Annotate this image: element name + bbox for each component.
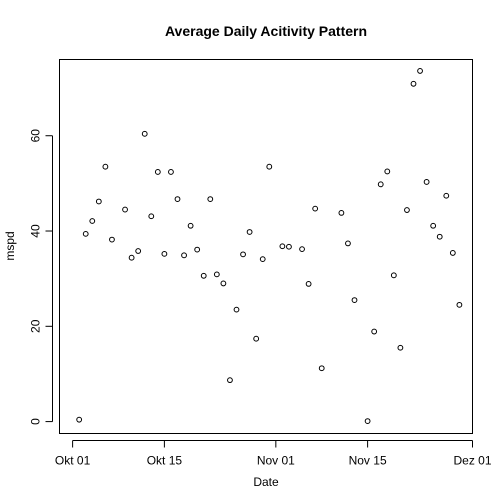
data-point [430, 222, 437, 229]
data-point [82, 230, 89, 237]
data-point [76, 416, 83, 423]
chart-title: Average Daily Acitivity Pattern [165, 23, 367, 39]
y-tick-label: 0 [29, 418, 43, 425]
data-point [102, 163, 109, 170]
data-point [148, 213, 155, 220]
data-point [253, 335, 260, 342]
data-point [227, 377, 233, 384]
x-tick-label: Dez 01 [453, 454, 491, 468]
data-point [128, 254, 135, 261]
data-point [168, 169, 174, 175]
data-point [443, 192, 450, 199]
data-point [456, 301, 463, 308]
data-point [397, 344, 404, 351]
data-point [417, 68, 423, 74]
data-point [233, 306, 240, 313]
plot-frame [59, 59, 473, 434]
x-tick-label: Okt 15 [147, 454, 183, 468]
data-point [187, 222, 194, 229]
data-point [266, 163, 273, 170]
data-point [207, 196, 214, 202]
data-point [194, 246, 201, 253]
data-point [338, 210, 345, 216]
data-point [141, 130, 148, 137]
data-point [89, 218, 96, 224]
y-axis: 0 20 40 60 [29, 129, 53, 425]
y-tick-label: 40 [29, 224, 43, 238]
data-point [286, 243, 292, 250]
data-point [423, 179, 430, 185]
data-point [364, 418, 371, 425]
data-point [154, 169, 161, 175]
x-tick-label: Nov 15 [349, 454, 387, 468]
x-tick-label: Nov 01 [257, 454, 295, 468]
data-point [122, 206, 128, 213]
data-point [213, 271, 220, 278]
data-point [436, 233, 443, 240]
data-point [404, 207, 410, 213]
data-point [345, 240, 351, 247]
data-point [246, 229, 253, 235]
data-point [371, 328, 378, 335]
data-point [279, 243, 286, 250]
data-point [220, 280, 227, 287]
data-point [135, 248, 142, 254]
y-tick-label: 20 [29, 319, 43, 333]
x-tick-label: Okt 01 [55, 454, 91, 468]
data-point [299, 246, 305, 253]
data-point [109, 236, 115, 243]
data-point [240, 251, 246, 258]
data-point [181, 252, 187, 259]
data-point [200, 272, 207, 279]
data-points [76, 68, 463, 425]
data-point [410, 80, 417, 87]
data-point [351, 297, 358, 303]
data-point [318, 365, 325, 372]
x-axis: Okt 01 Okt 15 Nov 01 Nov 15 Dez 01 [55, 440, 492, 468]
y-axis-label: mspd [3, 231, 17, 260]
data-point [449, 250, 456, 256]
data-point [390, 272, 397, 279]
data-point [259, 256, 266, 263]
data-point [305, 281, 312, 287]
data-point [161, 250, 168, 257]
x-axis-label: Date [253, 475, 279, 489]
data-point [312, 205, 319, 212]
data-point [384, 168, 391, 175]
data-point [377, 181, 384, 188]
data-point [95, 198, 102, 205]
y-tick-label: 60 [29, 129, 43, 143]
data-point [174, 196, 181, 202]
